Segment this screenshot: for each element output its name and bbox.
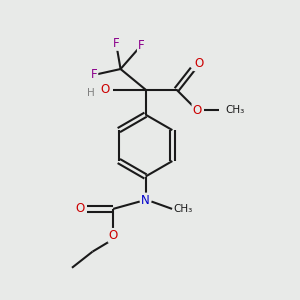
Text: H: H [87, 88, 95, 98]
Text: F: F [91, 68, 98, 81]
Text: O: O [76, 202, 85, 215]
Text: F: F [138, 39, 145, 52]
Text: O: O [194, 57, 203, 70]
Text: F: F [113, 37, 119, 50]
Text: O: O [193, 104, 202, 117]
Text: CH₃: CH₃ [226, 105, 245, 115]
Text: O: O [109, 229, 118, 242]
Text: N: N [141, 194, 150, 207]
Text: CH₃: CH₃ [174, 204, 193, 214]
Text: O: O [100, 83, 110, 96]
